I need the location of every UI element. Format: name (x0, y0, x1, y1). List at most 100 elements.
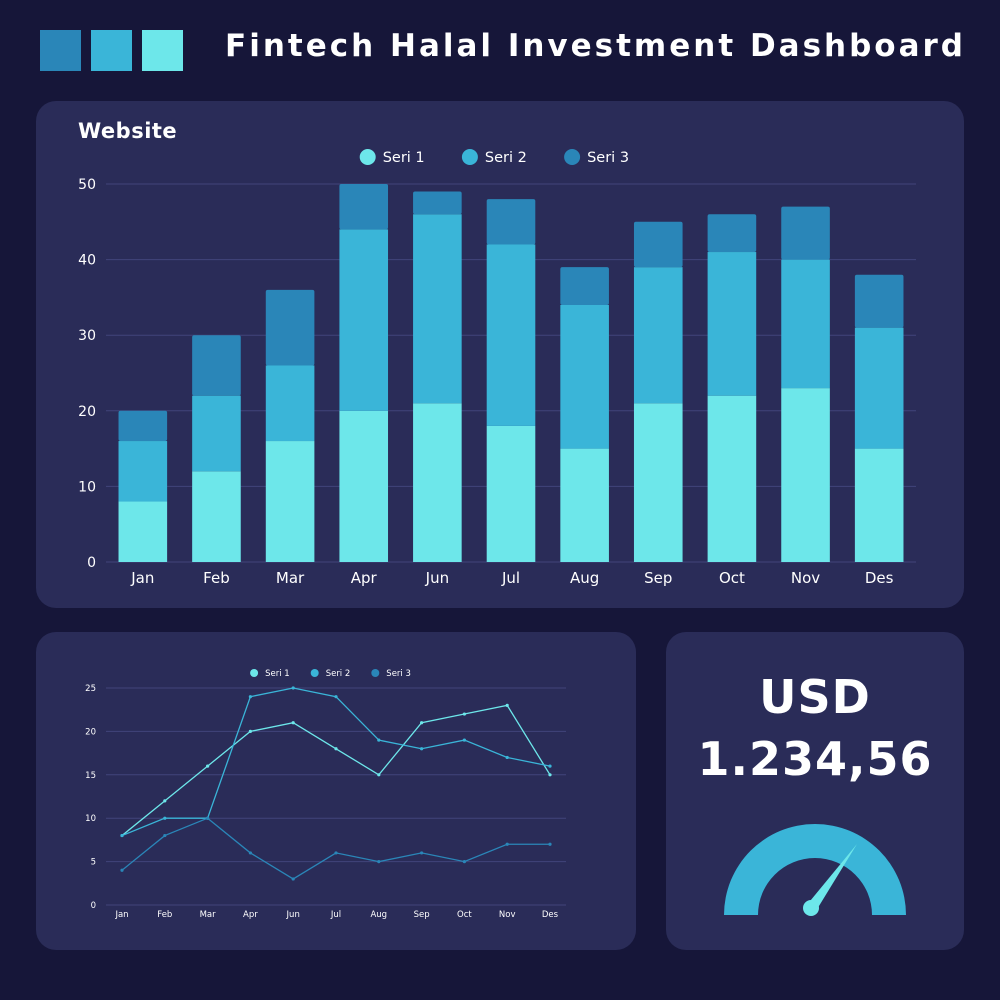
bar-jul-seri-3 (486, 199, 536, 245)
bar-nov-seri-3 (781, 206, 830, 260)
y-tick-label: 40 (78, 253, 96, 269)
y-tick-label: 50 (78, 177, 96, 193)
point-seri-3 (248, 851, 252, 855)
point-seri-2 (248, 695, 252, 699)
bar-jan-seri-1 (118, 501, 168, 562)
legend-marker-seri-3 (564, 149, 581, 165)
bar-sep-seri-1 (633, 403, 683, 562)
x-tick-label: Aug (570, 569, 599, 587)
y-tick-label: 5 (91, 858, 96, 868)
balance-panel: USD 1.234,56 (666, 632, 964, 950)
point-seri-3 (334, 851, 338, 855)
point-seri-3 (462, 860, 466, 864)
point-seri-2 (291, 686, 295, 690)
x-tick-label: Jan (130, 569, 154, 587)
point-seri-2 (548, 764, 552, 768)
color-swatch-1 (40, 30, 81, 71)
x-tick-label: Sep (414, 910, 430, 920)
bar-jan-seri-3 (118, 410, 168, 442)
stacked-bar-chart: 0 10 20 30 40 50 Jan Feb Mar Apr Jun Jul Aug Sep Oct No… (78, 149, 916, 587)
legend-label-seri-3: Seri 3 (587, 150, 629, 166)
point-seri-1 (377, 773, 381, 777)
y-tick-label: 0 (91, 901, 96, 911)
bar-aug-seri-3 (560, 267, 609, 305)
speedometer-icon (724, 824, 906, 916)
y-tick-label: 20 (85, 727, 96, 737)
bar-jan-seri-2 (118, 441, 168, 502)
bar-jul-seri-2 (486, 244, 536, 426)
legend-marker-seri-1 (359, 149, 376, 165)
point-seri-2 (420, 747, 424, 751)
x-tick-label: Jan (114, 910, 128, 920)
bar-des-seri-3 (854, 274, 904, 328)
bar-des-seri-1 (854, 448, 904, 562)
x-tick-label: Mar (276, 569, 305, 587)
color-swatch-2 (91, 30, 132, 71)
x-tick-label: Jul (501, 569, 520, 587)
bar-jun-seri-1 (413, 403, 462, 562)
point-seri-1 (462, 712, 466, 716)
balance-amount: 1.234,56 (697, 732, 933, 786)
x-tick-label: Feb (203, 569, 230, 587)
bar-jul-seri-1 (486, 425, 536, 562)
point-seri-2 (120, 833, 124, 838)
y-tick-label: 15 (85, 771, 96, 781)
currency-label: USD (759, 670, 871, 724)
point-seri-2 (462, 738, 466, 742)
x-tick-label: Oct (457, 910, 472, 920)
bar-nov-seri-2 (781, 259, 830, 389)
point-seri-1 (334, 747, 338, 751)
bar-aug-seri-1 (560, 448, 609, 562)
line-seri-3 (121, 817, 550, 880)
legend-marker-seri-2 (310, 669, 319, 677)
y-tick-label: 10 (85, 814, 96, 824)
gauge-arc (724, 824, 906, 915)
x-tick-label: Mar (200, 910, 217, 920)
bar-mar-seri-2 (265, 365, 315, 442)
bar-oct-seri-1 (707, 395, 757, 562)
x-tick-label: Feb (157, 910, 172, 920)
legend-marker-seri-3 (371, 669, 380, 677)
point-seri-1 (505, 703, 509, 707)
bar-chart-title: Website (78, 119, 178, 143)
bar-sep-seri-2 (633, 267, 683, 404)
legend-label-seri-2: Seri 2 (326, 669, 351, 679)
x-tick-label: Apr (351, 569, 378, 587)
point-seri-3 (377, 860, 381, 864)
line-chart: 0 5 10 15 20 25 Jan Feb Mar Apr Jun Jul Aug Sep Oct Nov… (85, 669, 566, 920)
point-seri-3 (163, 833, 167, 838)
gauge-needle (805, 844, 857, 910)
point-seri-2 (163, 816, 167, 820)
x-tick-label: Jun (286, 910, 300, 920)
bar-feb-seri-3 (192, 335, 241, 396)
legend-label-seri-1: Seri 1 (265, 669, 290, 679)
point-seri-1 (206, 764, 210, 768)
y-tick-label: 20 (78, 404, 96, 420)
x-tick-label: Des (865, 569, 894, 587)
bar-chart-panel: Website 0 10 20 30 40 50 Jan Feb Mar Apr Jun Jul Aug… (36, 101, 964, 608)
line-seri-1 (121, 704, 551, 837)
y-tick-label: 30 (78, 328, 96, 344)
bar-mar-seri-1 (265, 441, 315, 562)
bar-oct-seri-3 (707, 214, 757, 253)
x-tick-label: Nov (499, 910, 516, 920)
point-seri-1 (420, 721, 424, 725)
legend-label-seri-1: Seri 1 (383, 150, 425, 166)
point-seri-1 (163, 799, 167, 803)
point-seri-3 (291, 877, 295, 881)
x-tick-label: Sep (644, 569, 672, 587)
y-tick-label: 0 (87, 555, 96, 571)
legend-label-seri-3: Seri 3 (386, 669, 411, 679)
bar-oct-seri-2 (707, 252, 757, 396)
bar-apr-seri-3 (339, 184, 389, 230)
x-tick-label: Des (542, 910, 559, 920)
bar-feb-seri-1 (192, 471, 241, 562)
legend-label-seri-2: Seri 2 (485, 150, 527, 166)
page-title: Fintech Halal Investment Dashboard (225, 28, 966, 64)
x-tick-label: Nov (791, 569, 820, 587)
bar-apr-seri-2 (339, 229, 389, 411)
bar-jun-seri-2 (413, 214, 462, 404)
point-seri-3 (120, 868, 124, 872)
point-seri-3 (505, 842, 509, 846)
line-chart-panel: 0 5 10 15 20 25 Jan Feb Mar Apr Jun Jul Aug Sep Oct Nov… (36, 632, 636, 950)
